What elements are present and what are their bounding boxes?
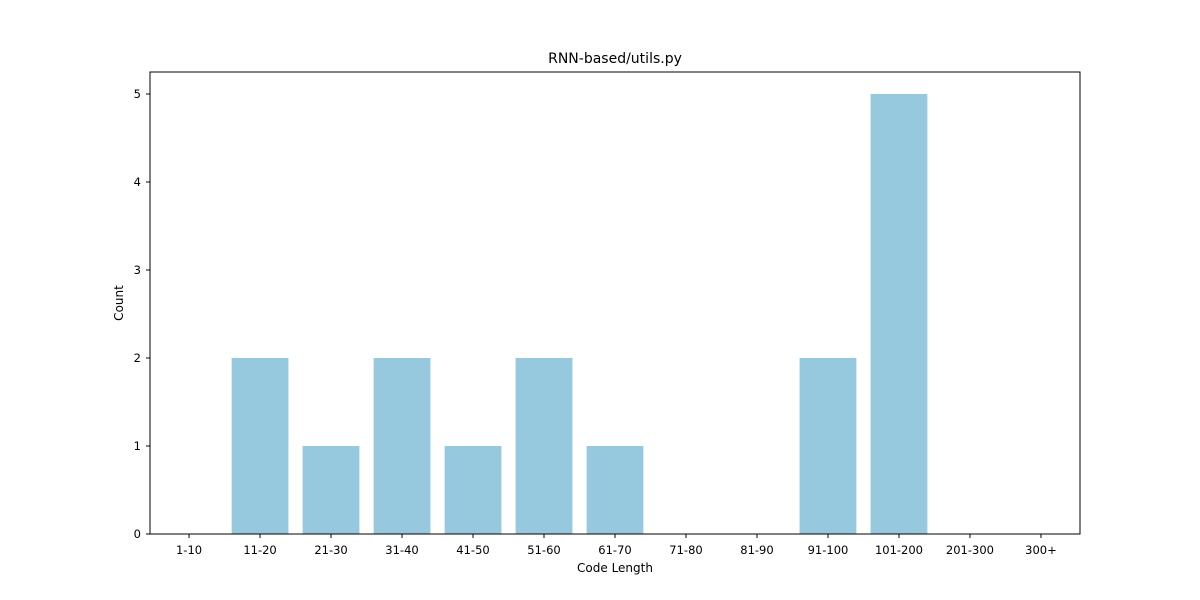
y-tick-label: 2	[134, 351, 141, 365]
y-tick-label: 4	[134, 175, 141, 189]
plot-frame	[149, 71, 1081, 535]
x-tick-label: 41-50	[456, 543, 489, 557]
y-tick-label: 3	[134, 263, 141, 277]
y-tick-label: 5	[134, 87, 141, 101]
x-tick-label: 31-40	[385, 543, 418, 557]
y-tick-label: 1	[134, 439, 141, 453]
x-tick-label: 71-80	[669, 543, 702, 557]
y-axis-label: Count	[112, 285, 126, 321]
x-tick-label: 101-200	[875, 543, 923, 557]
x-tick-label: 21-30	[314, 543, 347, 557]
x-tick-label: 61-70	[598, 543, 631, 557]
bars-layer	[231, 94, 928, 534]
y-axis-ticks: 0 1 2 3 4 5	[134, 87, 150, 541]
bar-21-30	[302, 446, 360, 534]
bar-31-40	[373, 358, 431, 534]
bar-51-60	[515, 358, 573, 534]
x-tick-label: 91-100	[808, 543, 849, 557]
x-tick-label: 11-20	[243, 543, 276, 557]
bar-101-200	[870, 94, 928, 534]
x-tick-label: 201-300	[946, 543, 994, 557]
bar-61-70	[586, 446, 644, 534]
x-tick-label: 300+	[1025, 543, 1057, 557]
x-axis-ticks: 1-10 11-20 21-30 31-40 41-50 51-60 61-70 71-80 8…	[176, 534, 1057, 557]
bar-11-20	[231, 358, 289, 534]
x-tick-label: 51-60	[527, 543, 560, 557]
chart-title: RNN-based/utils.py	[548, 51, 682, 67]
x-axis-label: Code Length	[577, 561, 653, 575]
x-tick-label: 81-90	[740, 543, 773, 557]
y-tick-label: 0	[134, 527, 141, 541]
bar-91-100	[799, 358, 857, 534]
x-tick-label: 1-10	[176, 543, 202, 557]
bar-41-50	[444, 446, 502, 534]
